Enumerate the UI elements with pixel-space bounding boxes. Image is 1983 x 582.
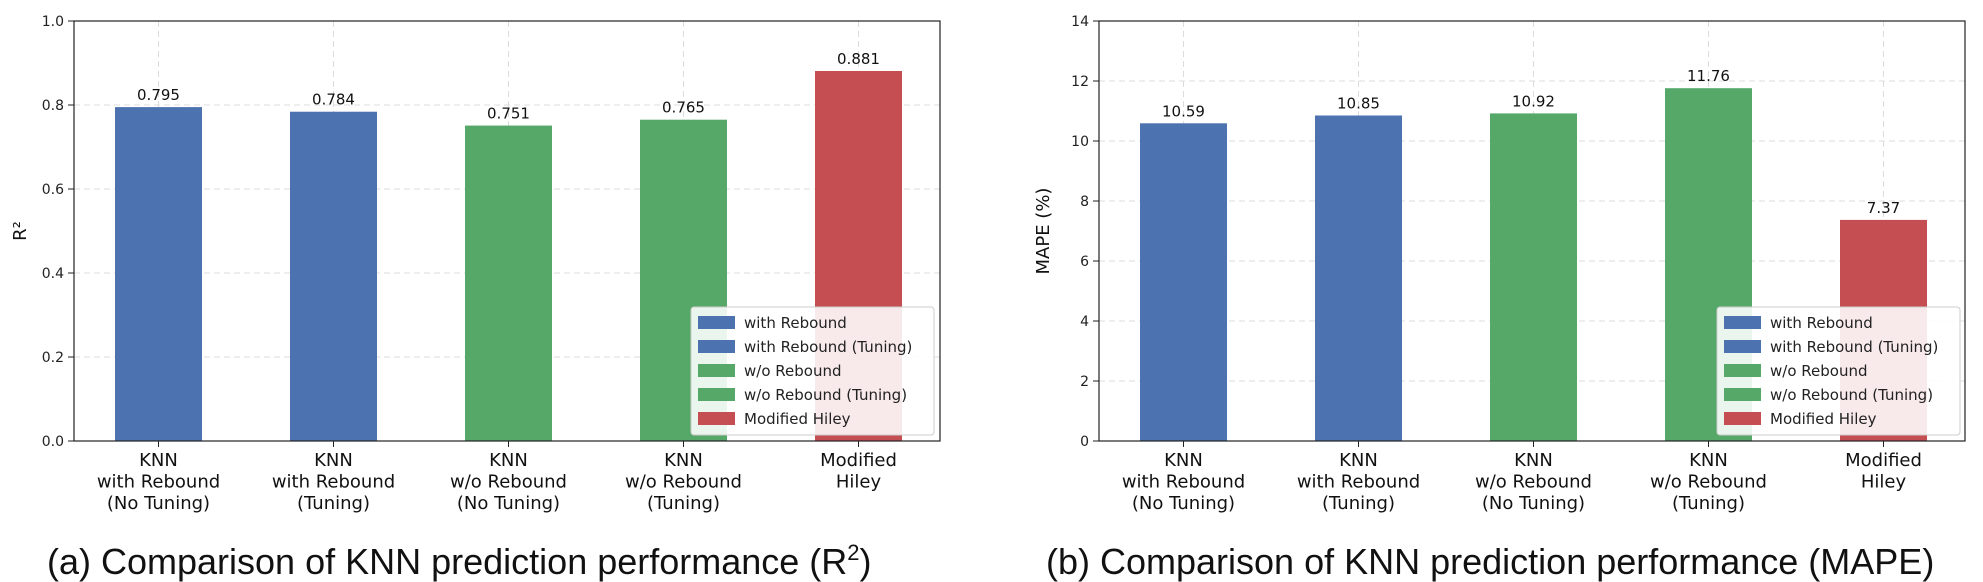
x-tick-label: Modified Hiley [820,450,897,493]
bar [115,107,202,441]
bar [290,111,377,441]
legend-swatch [698,388,735,401]
y-tick-label: 8 [1080,194,1089,210]
y-tick-label: 0 [1080,434,1089,450]
y-tick-label: 0.8 [42,98,64,114]
legend-label: with Rebound [744,314,847,332]
chart-panel-mape: 0 2 4 6 8 10 12 14 10.59 10.85 10.92 11.76 7.37 KNN wi… [1033,14,1966,582]
y-tick-label: 14 [1071,14,1089,30]
y-axis-label: MAPE (%) [1033,188,1054,275]
x-tick-label: KNN w/o Rebound (No Tuning) [450,450,567,514]
panel-caption: (a) Comparison of KNN prediction perform… [47,540,872,582]
legend-label: with Rebound [1770,314,1873,332]
chart-panel-r2: 0.0 0.2 0.4 0.6 0.8 1.0 0.795 0.784 0.751 0.765 0.… [10,14,941,582]
legend-label: with Rebound (Tuning) [1770,338,1938,356]
plot-area-frame [1098,20,1966,442]
legend-swatch [1724,388,1761,401]
bar [1315,115,1402,441]
x-tick-label: KNN with Rebound (Tuning) [272,450,395,514]
legend-label: w/o Rebound [744,362,841,380]
bar-value-label: 0.784 [312,91,355,109]
legend-label: Modified Hiley [1770,410,1877,428]
bar-value-label: 10.59 [1162,102,1205,120]
legend-swatch [698,340,735,353]
y-tick-label: 12 [1071,74,1089,90]
x-tick-label: KNN with Rebound (No Tuning) [1122,450,1245,514]
legend-label: Modified Hiley [744,410,851,428]
legend-swatch [1724,340,1761,353]
y-tick-label: 4 [1080,314,1089,330]
y-axis-label: R² [10,221,31,241]
bar-value-label: 7.37 [1867,199,1900,217]
legend-label: w/o Rebound [1770,362,1867,380]
y-tick-label: 0.2 [42,350,64,366]
bar-value-label: 10.85 [1337,95,1380,113]
x-tick-label: KNN with Rebound (No Tuning) [97,450,220,514]
legend-swatch [1724,412,1761,425]
legend-label: w/o Rebound (Tuning) [1770,386,1933,404]
legend-swatch [698,316,735,329]
legend-box [690,306,935,436]
legend-swatch [698,364,735,377]
legend: with Rebound with Rebound (Tuning) w/o Reb… [1716,306,1961,436]
y-tick-label: 6 [1080,254,1089,270]
y-tick-label: 1.0 [42,14,64,30]
legend-swatch [1724,364,1761,377]
plot-area-frame [73,20,941,442]
bar [465,125,552,441]
y-tick-label: 2 [1080,374,1089,390]
bar-value-label: 0.795 [137,86,180,104]
bar-value-label: 10.92 [1512,92,1555,110]
y-tick-label: 10 [1071,134,1089,150]
x-tick-label: KNN with Rebound (Tuning) [1297,450,1420,514]
bar-value-label: 0.765 [662,99,705,117]
x-tick-label: KNN w/o Rebound (Tuning) [1650,450,1767,514]
x-tick-label: KNN w/o Rebound (No Tuning) [1475,450,1592,514]
legend: with Rebound with Rebound (Tuning) w/o Reb… [690,306,935,436]
bar-value-label: 0.881 [837,50,880,68]
legend-box [1716,306,1961,436]
bar-value-label: 11.76 [1687,67,1730,85]
y-tick-label: 0.0 [42,434,64,450]
panel-caption: (b) Comparison of KNN prediction perform… [1046,541,1934,582]
legend-label: with Rebound (Tuning) [744,338,912,356]
bar [1140,123,1227,442]
bar-value-label: 0.751 [487,105,530,123]
bar [1490,113,1577,442]
legend-swatch [1724,316,1761,329]
legend-swatch [698,412,735,425]
x-tick-label: Modified Hiley [1845,450,1922,493]
legend-label: w/o Rebound (Tuning) [744,386,907,404]
y-tick-label: 0.4 [42,266,64,282]
x-tick-label: KNN w/o Rebound (Tuning) [625,450,742,514]
y-tick-label: 0.6 [42,182,64,198]
